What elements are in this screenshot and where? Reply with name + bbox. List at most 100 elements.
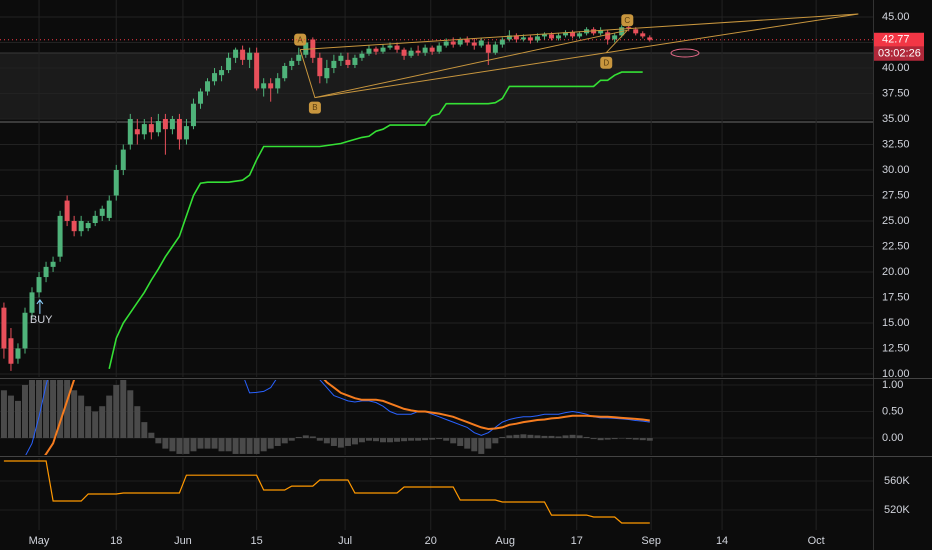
candle-body [155, 121, 161, 133]
candle-body [598, 30, 604, 34]
candle-body [331, 60, 337, 69]
histogram-bar [555, 436, 562, 439]
histogram-bar [344, 438, 351, 446]
histogram-bar [337, 438, 344, 448]
y-tick-label: 45.00 [882, 11, 910, 23]
candle-body [64, 200, 70, 221]
candle-body [387, 45, 393, 48]
histogram-bar [618, 438, 625, 439]
histogram-bar [148, 432, 155, 439]
histogram-bar [21, 384, 28, 439]
histogram-bar [450, 438, 457, 444]
candle-body [8, 338, 14, 364]
histogram-bar [632, 438, 639, 440]
candle-body [513, 35, 519, 40]
histogram-bar [316, 438, 323, 441]
histogram-bar [64, 380, 71, 439]
candle-body [190, 103, 196, 127]
candle-body [57, 215, 63, 257]
y-tick-label: 30.00 [882, 164, 910, 176]
candle-body [443, 41, 449, 46]
histogram-bar [57, 380, 64, 439]
histogram-bar [429, 438, 436, 440]
candle-body [457, 39, 463, 45]
marker-ellipse [670, 48, 700, 58]
histogram-bar [218, 438, 225, 452]
histogram-bar [162, 438, 169, 449]
histogram-bar [590, 438, 597, 440]
histogram-bar [387, 438, 394, 443]
histogram-bar [597, 438, 604, 441]
histogram-bar [365, 438, 372, 441]
y-tick-label: 40.00 [882, 62, 910, 74]
histogram-bar [422, 438, 429, 441]
histogram-bar [520, 434, 527, 439]
last-price-label: 42.77 [882, 34, 910, 46]
candle-body [50, 261, 56, 267]
indicator-line [25, 380, 650, 455]
histogram-bar [281, 438, 288, 444]
candle-body [261, 83, 267, 89]
candle-body [275, 78, 281, 89]
macd-panel [0, 380, 653, 455]
histogram-bar [485, 438, 492, 449]
histogram-bar [288, 438, 295, 441]
histogram-bar [372, 438, 379, 442]
histogram-bar [611, 438, 618, 440]
wedge-label-box [621, 14, 634, 27]
histogram-bar [548, 435, 555, 439]
candle-body [268, 83, 274, 89]
histogram-bar [401, 438, 408, 442]
histogram-bar [7, 395, 14, 439]
histogram-bar [176, 438, 183, 454]
candle-body [394, 45, 400, 50]
y-tick-label: 520K [884, 504, 910, 516]
histogram-bar [295, 436, 302, 439]
wedge-line [300, 13, 859, 51]
candle-body [106, 200, 112, 218]
histogram-bar [380, 438, 387, 443]
candle-body [408, 50, 414, 56]
candle-body [113, 169, 119, 196]
wedge-label: B [312, 103, 317, 112]
y-tick-label: 15.00 [882, 317, 910, 329]
candle-body [626, 27, 632, 29]
candle-body [15, 348, 21, 359]
y-tick-label: 17.50 [882, 291, 910, 303]
candle-body [612, 35, 618, 40]
candle-body [401, 49, 407, 56]
candle-body [570, 32, 576, 37]
histogram-bar [169, 438, 176, 452]
volume-panel [3, 460, 650, 524]
histogram-bar [85, 406, 92, 439]
histogram-bar [506, 435, 513, 439]
wedge-label: C [624, 16, 630, 25]
histogram-bar [106, 395, 113, 439]
candle-body [464, 39, 470, 43]
x-tick-label: 15 [251, 535, 263, 547]
candle-body [36, 277, 42, 293]
histogram-bar [190, 438, 197, 452]
histogram-bar [534, 435, 541, 439]
candle-body [366, 48, 372, 54]
candle-body [450, 41, 456, 45]
histogram-bar [478, 438, 485, 454]
histogram-bar [625, 438, 632, 440]
histogram-bar [394, 438, 401, 442]
candle-body [647, 37, 653, 40]
y-tick-label: 25.00 [882, 215, 910, 227]
series-line [3, 460, 650, 524]
range-band [0, 53, 873, 119]
histogram-bar [155, 438, 162, 444]
candle-body [282, 65, 288, 79]
candle-body [22, 312, 28, 349]
candle-body [527, 37, 533, 41]
histogram-bar [0, 390, 7, 439]
candle-body [352, 57, 358, 65]
candle-body [233, 49, 239, 58]
y-tick-label: 12.50 [882, 342, 910, 354]
histogram-bar [513, 434, 520, 439]
wedge-label: D [603, 58, 609, 67]
candle-body [429, 47, 435, 52]
candle-body [534, 36, 540, 41]
